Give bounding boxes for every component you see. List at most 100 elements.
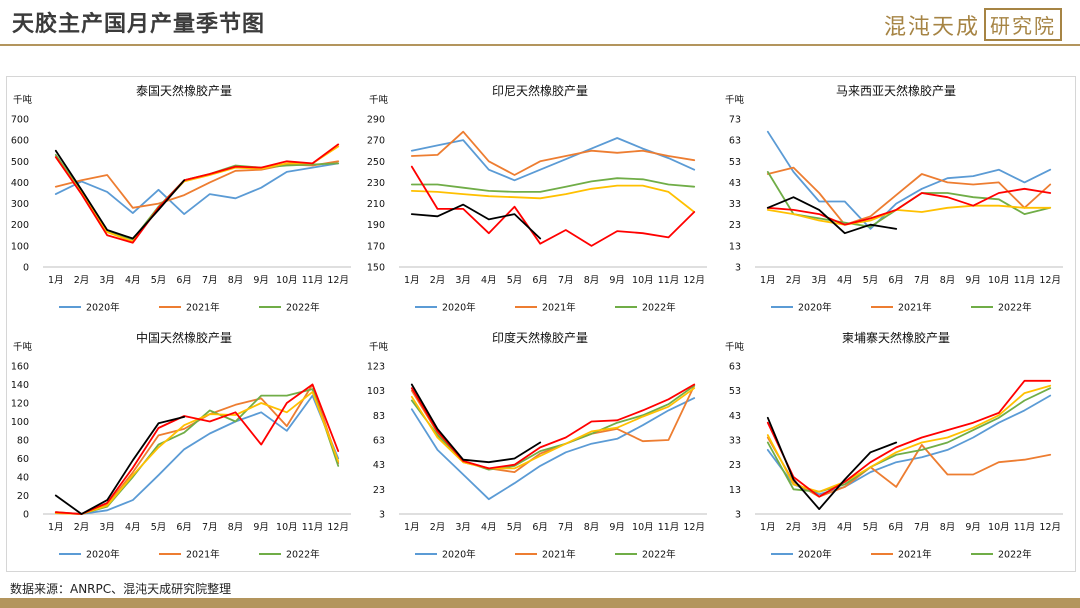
legend-label: 2022年 [642,302,676,314]
chart-panel-malaysia: 马来西亚天然橡胶产量 千吨 3 13 23 33 43 53 63 73 1月 2月 3月 4月 5月 6月 7… [719,77,1073,323]
y-unit-label: 千吨 [13,341,33,353]
y-tick-label: 13 [729,485,741,496]
x-tick-label: 2月 [74,275,90,286]
x-tick-label: 5月 [151,522,167,533]
y-tick-label: 53 [729,386,741,397]
legend-label: 2022年 [286,549,320,561]
series-line [766,204,1052,226]
legend-label: 2020年 [442,302,476,314]
legend-label: 2022年 [286,302,320,314]
series-line [54,149,186,240]
y-tick-label: 103 [367,386,385,397]
y-tick-label: 210 [367,199,385,210]
y-tick-label: 33 [729,436,741,447]
x-tick-label: 10月 [276,522,298,533]
chart-panel-india: 印度天然橡胶产量 千吨 3 23 43 63 83 103 123 1月 2月 3月 4月 5月 6月 7月 8… [363,324,717,570]
y-tick-label: 3 [735,510,741,521]
series-line [410,203,542,240]
y-tick-label: 170 [367,241,385,252]
x-tick-label: 4月 [125,522,141,533]
header-divider [0,44,1080,46]
x-tick-label: 7月 [914,522,930,533]
x-tick-label: 12月 [683,522,705,533]
x-tick-label: 6月 [888,275,904,286]
y-tick-label: 60 [17,454,29,465]
brand-box-label: 研究院 [984,8,1062,41]
series-line [766,387,1052,493]
series-line [766,384,1052,493]
y-unit-label: 千吨 [725,341,745,353]
x-tick-label: 4月 [837,522,853,533]
series-line [410,397,696,501]
x-tick-label: 11月 [302,522,324,533]
chart-title: 中国天然橡胶产量 [136,330,232,345]
x-tick-label: 12月 [1039,522,1061,533]
x-tick-label: 7月 [558,522,574,533]
y-tick-label: 23 [729,220,741,231]
x-tick-label: 5月 [151,275,167,286]
y-tick-label: 100 [11,241,29,252]
chart-title: 泰国天然橡胶产量 [136,83,232,98]
x-tick-label: 3月 [99,275,115,286]
x-tick-label: 2月 [786,522,802,533]
y-unit-label: 千吨 [369,94,389,106]
x-tick-label: 6月 [176,275,192,286]
legend-label: 2021年 [542,549,576,561]
series-line [54,143,340,244]
series-line [410,383,542,464]
y-tick-label: 120 [11,399,29,410]
series-line [54,383,340,515]
legend-label: 2020年 [86,549,120,561]
y-tick-label: 270 [367,136,385,147]
x-tick-label: 9月 [965,275,981,286]
legend-label: 2022年 [998,302,1032,314]
y-tick-label: 83 [373,411,385,422]
x-tick-label: 8月 [584,275,600,286]
x-tick-label: 2月 [430,522,446,533]
x-tick-label: 8月 [228,522,244,533]
series-line [410,384,696,471]
series-line [54,160,340,209]
legend-label: 2022年 [998,549,1032,561]
x-tick-label: 12月 [683,275,705,286]
x-tick-label: 9月 [609,522,625,533]
x-tick-label: 9月 [965,522,981,533]
series-line [54,388,340,515]
x-tick-label: 6月 [532,275,548,286]
y-tick-label: 80 [17,436,29,447]
x-tick-label: 9月 [609,275,625,286]
x-tick-label: 2月 [430,275,446,286]
x-tick-label: 5月 [507,522,523,533]
x-tick-label: 8月 [940,275,956,286]
y-tick-label: 0 [23,510,29,521]
x-tick-label: 6月 [176,522,192,533]
y-tick-label: 123 [367,362,385,373]
series-line [54,383,340,515]
y-tick-label: 53 [729,157,741,168]
series-line [410,130,696,176]
y-tick-label: 63 [729,362,741,373]
x-tick-label: 4月 [125,275,141,286]
x-tick-label: 5月 [507,275,523,286]
x-tick-label: 7月 [914,275,930,286]
x-tick-label: 4月 [481,522,497,533]
x-tick-label: 12月 [1039,275,1061,286]
series-line [766,394,1052,496]
legend-label: 2022年 [642,549,676,561]
legend-label: 2020年 [798,302,832,314]
series-line [410,137,696,182]
series-line [54,145,340,243]
x-tick-label: 10月 [632,522,654,533]
x-tick-label: 6月 [888,522,904,533]
legend-label: 2021年 [898,549,932,561]
y-tick-label: 250 [367,157,385,168]
page-title: 天胶主产国月产量季节图 [12,11,266,37]
series-line [410,383,696,470]
series-line [766,130,1052,230]
y-tick-label: 3 [735,263,741,274]
y-tick-label: 150 [367,263,385,274]
